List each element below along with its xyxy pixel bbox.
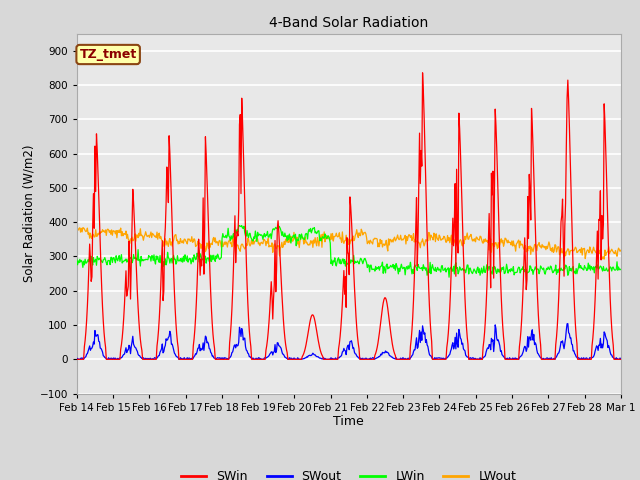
SWout: [73, 356, 81, 361]
LWout: [194, 239, 202, 244]
SWin: [415, 178, 422, 184]
LWout: [600, 256, 608, 262]
SWout: [564, 321, 572, 326]
LWout: [73, 225, 81, 230]
LWin: [139, 257, 147, 263]
LWin: [73, 256, 81, 262]
Title: 4-Band Solar Radiation: 4-Band Solar Radiation: [269, 16, 428, 30]
SWout: [195, 345, 202, 351]
SWin: [419, 70, 426, 76]
SWin: [617, 357, 625, 362]
LWin: [445, 274, 453, 280]
Text: TZ_tmet: TZ_tmet: [79, 48, 137, 61]
LWin: [223, 235, 230, 240]
LWout: [139, 234, 147, 240]
LWout: [223, 240, 230, 246]
SWout: [84, 351, 92, 357]
Legend: SWin, SWout, LWin, LWout: SWin, SWout, LWin, LWout: [176, 465, 522, 480]
SWin: [431, 357, 439, 362]
LWout: [83, 228, 90, 234]
LWout: [617, 247, 625, 253]
SWin: [139, 357, 147, 362]
SWout: [416, 327, 424, 333]
Line: SWin: SWin: [77, 73, 621, 360]
Line: LWout: LWout: [77, 228, 621, 259]
LWin: [194, 253, 202, 259]
SWin: [83, 317, 90, 323]
SWout: [431, 356, 439, 362]
SWout: [223, 356, 231, 361]
SWout: [74, 357, 82, 362]
X-axis label: Time: Time: [333, 415, 364, 429]
LWin: [235, 223, 243, 228]
LWout: [415, 240, 422, 245]
SWout: [617, 356, 625, 362]
SWin: [223, 357, 230, 362]
LWin: [617, 267, 625, 273]
LWin: [83, 260, 90, 266]
LWout: [431, 231, 438, 237]
LWin: [416, 265, 424, 271]
LWin: [431, 264, 439, 270]
SWin: [73, 357, 81, 362]
Y-axis label: Solar Radiation (W/m2): Solar Radiation (W/m2): [22, 145, 35, 282]
Line: LWin: LWin: [77, 226, 621, 277]
Line: SWout: SWout: [77, 324, 621, 360]
SWin: [194, 260, 202, 266]
SWout: [140, 355, 147, 360]
